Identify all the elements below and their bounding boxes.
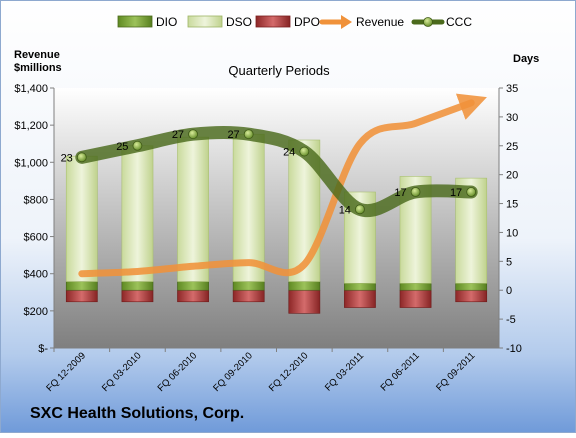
right-tick-label: 35 — [506, 83, 518, 95]
bar-dpo — [288, 289, 321, 314]
bar-dpo — [121, 289, 154, 303]
left-tick-label: $1,400 — [14, 83, 48, 95]
right-tick-label: 20 — [506, 170, 518, 182]
marker-ccc — [188, 129, 198, 140]
data-label-ccc: 14 — [339, 204, 351, 216]
legend-label-dpo: DPO — [294, 15, 320, 29]
bar-dso — [65, 155, 98, 282]
legend-swatch-dio — [117, 15, 153, 28]
legend-item-ccc: CCC — [411, 15, 472, 29]
data-label-ccc: 27 — [172, 129, 184, 141]
marker-ccc — [76, 152, 87, 163]
right-tick-label: -5 — [506, 314, 516, 326]
legend-item-dio: DIO — [117, 15, 177, 29]
right-axis-title: Days — [513, 53, 539, 65]
legend-swatch-dpo — [255, 15, 291, 28]
data-label-ccc: 24 — [283, 147, 295, 159]
bar-dso — [232, 133, 265, 282]
left-tick-label: $600 — [24, 232, 48, 244]
right-tick-label: 10 — [506, 227, 518, 239]
bar-dio — [177, 281, 209, 291]
right-tick-label: 30 — [506, 112, 518, 124]
bar-dpo — [177, 289, 209, 303]
left-axis-title-line1: Revenue — [14, 49, 60, 61]
left-tick-label: $200 — [24, 306, 48, 318]
marker-ccc — [132, 140, 143, 151]
bar-dio — [232, 281, 265, 291]
right-tick-label: 5 — [506, 256, 512, 268]
bar-dio — [399, 282, 432, 291]
bar-dio — [344, 282, 376, 291]
left-tick-label: $400 — [24, 269, 48, 281]
bar-dio — [455, 282, 488, 291]
left-tick-label: $800 — [24, 194, 48, 206]
left-axis-title-line2: $millions — [14, 62, 62, 74]
bar-dso — [177, 136, 209, 282]
bar-dio — [288, 281, 321, 291]
data-label-ccc: 17 — [394, 187, 406, 199]
line-revenue — [78, 93, 487, 278]
marker-ccc — [243, 129, 254, 140]
legend-swatch-dso — [187, 15, 223, 28]
right-tick-label: 25 — [506, 141, 518, 153]
legend: DIO DSO DPO Revenue CCC — [117, 15, 472, 29]
legend-item-revenue: Revenue — [319, 15, 404, 29]
marker-ccc — [410, 187, 421, 197]
legend-label-dio: DIO — [156, 15, 177, 29]
left-tick-label: $- — [38, 343, 48, 355]
plot-area — [54, 88, 499, 348]
right-tick-label: 0 — [506, 285, 512, 297]
data-label-ccc: 23 — [61, 152, 73, 164]
bar-dio — [65, 281, 98, 291]
right-tick-label: -10 — [506, 343, 522, 355]
legend-label-revenue: Revenue — [356, 15, 404, 29]
bar-dso — [121, 145, 154, 282]
marker-ccc — [466, 187, 477, 197]
bar-dpo — [65, 289, 98, 303]
left-tick-label: $1,200 — [14, 120, 48, 132]
series-lines — [75, 93, 487, 278]
legend-item-dpo: DPO — [255, 15, 320, 29]
company-name: SXC Health Solutions, Corp. — [30, 405, 244, 422]
left-tick-label: $1,000 — [14, 157, 48, 169]
legend-label-dso: DSO — [226, 15, 252, 29]
data-label-ccc: 27 — [227, 129, 239, 141]
data-label-ccc: 17 — [450, 187, 462, 199]
marker-ccc — [299, 146, 310, 157]
legend-label-ccc: CCC — [446, 15, 472, 29]
bar-dio — [121, 281, 154, 291]
marker-ccc — [355, 204, 365, 215]
bar-dpo — [232, 289, 265, 303]
legend-marker-ccc — [423, 17, 433, 27]
bar-dpo — [344, 289, 376, 308]
data-labels: 23 25 27 27 24 14 17 17 — [61, 129, 463, 216]
bar-dpo — [455, 289, 488, 303]
line-ccc — [75, 125, 478, 218]
right-tick-label: 15 — [506, 199, 518, 211]
legend-item-dso: DSO — [187, 15, 252, 29]
bar-dpo — [399, 289, 432, 308]
legend-arrow-revenue — [341, 15, 352, 29]
chart-title: Quarterly Periods — [228, 63, 330, 78]
data-label-ccc: 25 — [116, 141, 128, 153]
